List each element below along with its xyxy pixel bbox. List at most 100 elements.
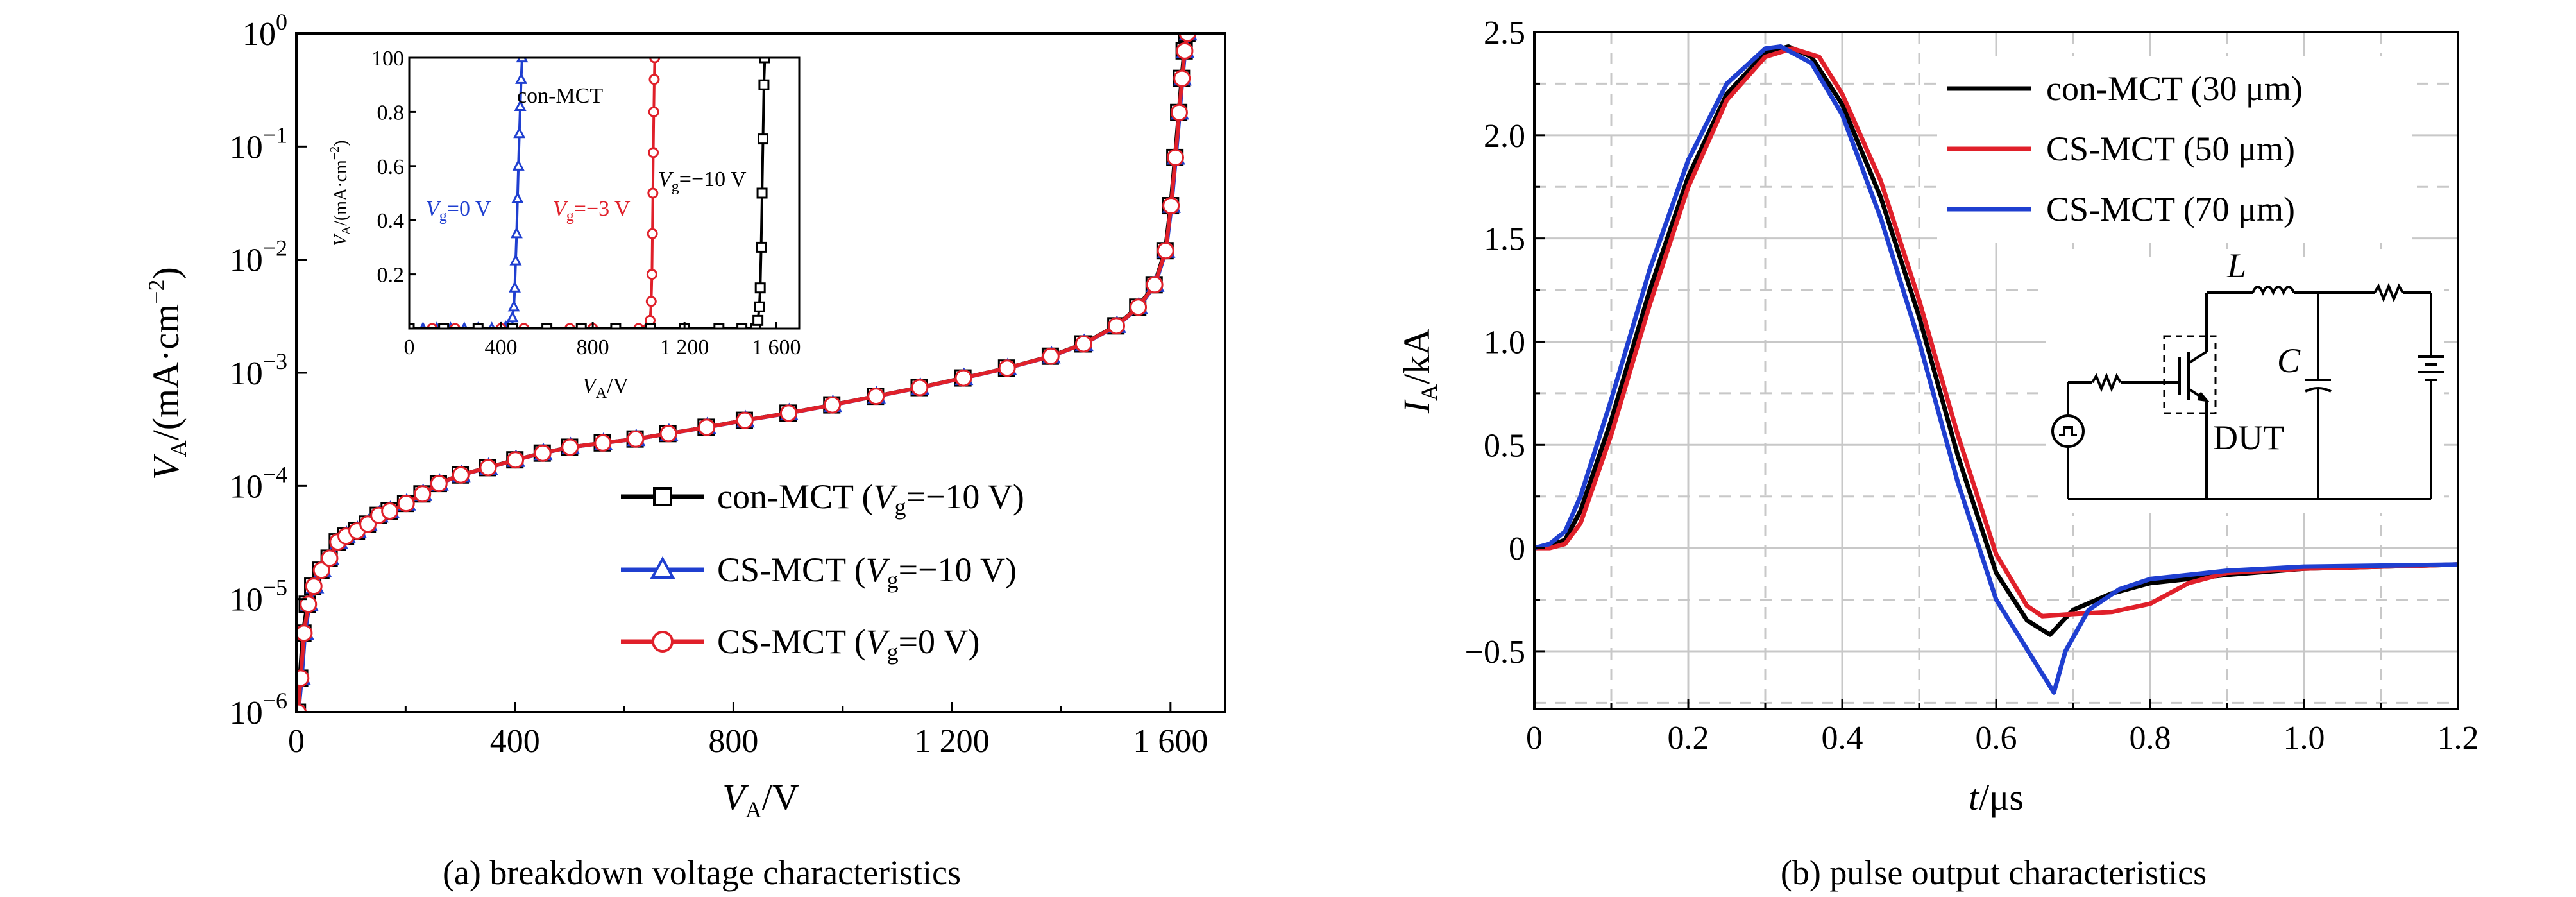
inset-ytick-labels: 0.2 0.4 0.6 0.8 100 [371, 47, 404, 287]
panel-a-x-tick-label: 1 600 [1133, 723, 1208, 760]
inset-x-axis-label: VA/V [582, 374, 629, 402]
panel-b: 0 0.2 0.4 0.6 0.8 1.0 1.2 −0.5 0 0.5 1.0 1.5 2.0 2.5… [1396, 15, 2479, 892]
inset-point-triangle [513, 126, 526, 139]
inset-y-tick-label: 100 [371, 47, 404, 71]
panel-a-x-tick-label: 0 [288, 723, 305, 760]
inset-point-triangle [507, 300, 520, 312]
pulse-waveform-icon [2059, 426, 2077, 436]
panel-a-xtick-labels: 0 400 800 1 200 1 600 [288, 723, 1208, 760]
inset-x-tick-label: 1 600 [752, 336, 801, 359]
panel-a-y-tick-label: 10−2 [230, 235, 287, 279]
panel-a-point-circle [1176, 42, 1194, 60]
panel-a-point-circle [561, 438, 579, 456]
inset-point-square [438, 323, 450, 329]
inset-point-triangle [506, 311, 519, 323]
panel-a-point-circle [1162, 197, 1180, 215]
capacitor-plate-bottom-icon [2305, 387, 2332, 393]
inset-annotation-vg-0: Vg=0 V [426, 197, 491, 225]
panel-a-point-circle [1074, 335, 1092, 353]
panel-b-x-tick-label: 0.4 [1822, 720, 1863, 756]
panel-a-x-tick-label: 1 200 [915, 723, 990, 760]
legend-label-con-mct-30: con-MCT (30 μm) [2046, 69, 2303, 108]
panel-b-x-tick-label: 1.0 [2284, 720, 2325, 756]
panel-a-point-circle [594, 434, 612, 452]
inset-point-square [610, 323, 622, 329]
panel-b-ytick-labels: −0.5 0 0.5 1.0 1.5 2.0 2.5 [1465, 15, 1525, 671]
panel-a-y-tick-label: 10−3 [230, 348, 287, 392]
inset-x-tick-label: 0 [404, 336, 415, 359]
panel-b-xtick-labels: 0 0.2 0.4 0.6 0.8 1.0 1.2 [1526, 720, 2479, 756]
inset-point-square [758, 79, 770, 90]
inset-point-circle [648, 106, 659, 117]
panel-b-y-tick-label: 2.5 [1484, 15, 1525, 51]
inset-ticks [408, 56, 777, 329]
panel-a-point-circle [998, 359, 1016, 377]
inset-x-tick-label: 400 [485, 336, 518, 359]
inset-point-square [752, 314, 764, 326]
inset-series-line-2 [409, 58, 767, 329]
panel-b-y-axis-label: IA/kA [1396, 329, 1442, 414]
panel-b-x-axis-label: t/μs [1969, 776, 2024, 818]
panel-a-y-tick-label: 100 [242, 9, 287, 53]
legend-label-con-mct: con-MCT (Vg=−10 V) [717, 477, 1024, 520]
inset-point-triangle [512, 158, 525, 171]
inset-series-line-1 [409, 58, 656, 329]
panel-a-point-circle [1107, 317, 1125, 335]
inset-point-square [645, 323, 656, 329]
circuit-label-dut: DUT [2213, 418, 2284, 457]
panel-b-y-tick-label: 2.0 [1484, 118, 1525, 155]
legend-marker-square [653, 487, 672, 506]
inset-point-triangle [510, 226, 523, 239]
panel-a-point-circle [1170, 103, 1188, 121]
panel-a-point-circle [300, 595, 318, 613]
panel-b-legend: con-MCT (30 μm) CS-MCT (50 μm) CS-MCT (7… [1937, 56, 2412, 243]
inset-point-circle [648, 147, 659, 158]
panel-b-series [1534, 44, 2458, 695]
panel-a-point-circle [1157, 242, 1174, 260]
inset-point-triangle [511, 191, 524, 203]
inset-y-tick-label: 0.2 [377, 264, 405, 287]
top-resistor-icon [2373, 282, 2404, 303]
circuit-label-capacitor: C [2277, 341, 2301, 380]
inset-point-square [575, 323, 587, 329]
inset-point-square [472, 323, 484, 329]
inset-point-square [541, 323, 553, 329]
panel-a-point-circle [296, 669, 310, 687]
panel-a-legend: con-MCT (Vg=−10 V) CS-MCT (Vg=−10 V) CS-… [621, 477, 1024, 665]
legend-label-cs-mct-10v: CS-MCT (Vg=−10 V) [717, 551, 1017, 593]
panel-a-point-circle [305, 577, 323, 595]
inset-point-square [736, 323, 748, 329]
panel-a-point-circle [779, 404, 797, 422]
circuit-label-inductor: L [2226, 246, 2246, 285]
circuit-diagram [2046, 257, 2444, 513]
panel-a-y-tick-label: 10−6 [230, 688, 287, 731]
dut-collector-icon [2187, 350, 2208, 364]
inset-annotation-vg-10: Vg=−10 V [658, 167, 747, 195]
panel-a-y-tick-label: 10−5 [230, 575, 287, 619]
inset-y-axis-label: VA/(mA·cm−2) [328, 141, 353, 246]
panel-a-x-tick-label: 800 [708, 723, 758, 760]
inset-point-triangle [515, 72, 528, 84]
panel-a-point-circle [381, 502, 399, 520]
inset-point-square [759, 58, 770, 64]
panel-a-point-circle [312, 561, 330, 579]
inset-point-square [507, 323, 518, 329]
inset-point-circle [649, 58, 661, 64]
legend-label-cs-mct-0v: CS-MCT (Vg=0 V) [717, 622, 980, 665]
inset-point-circle [646, 269, 657, 280]
panel-b-x-tick-label: 0.6 [1976, 720, 2017, 756]
inset-point-square [756, 187, 768, 199]
panel-b-series-line-2 [1534, 44, 2458, 695]
panel-a-point-circle [1178, 33, 1196, 42]
inset-point-square [754, 301, 765, 312]
legend-marker-circle [652, 631, 674, 653]
panel-a-y-tick-label: 10−4 [230, 461, 287, 505]
inset-y-tick-label: 0.8 [377, 101, 405, 124]
panel-a-point-circle [414, 485, 432, 503]
panel-b-x-tick-label: 1.2 [2437, 720, 2479, 756]
inset-background [409, 58, 799, 329]
panel-b-caption: (b) pulse output characteristics [1781, 853, 2207, 892]
panel-b-y-tick-label: 0 [1509, 531, 1525, 567]
panel-b-y-tick-label: 0.5 [1484, 427, 1525, 464]
inset-point-circle [647, 187, 659, 199]
